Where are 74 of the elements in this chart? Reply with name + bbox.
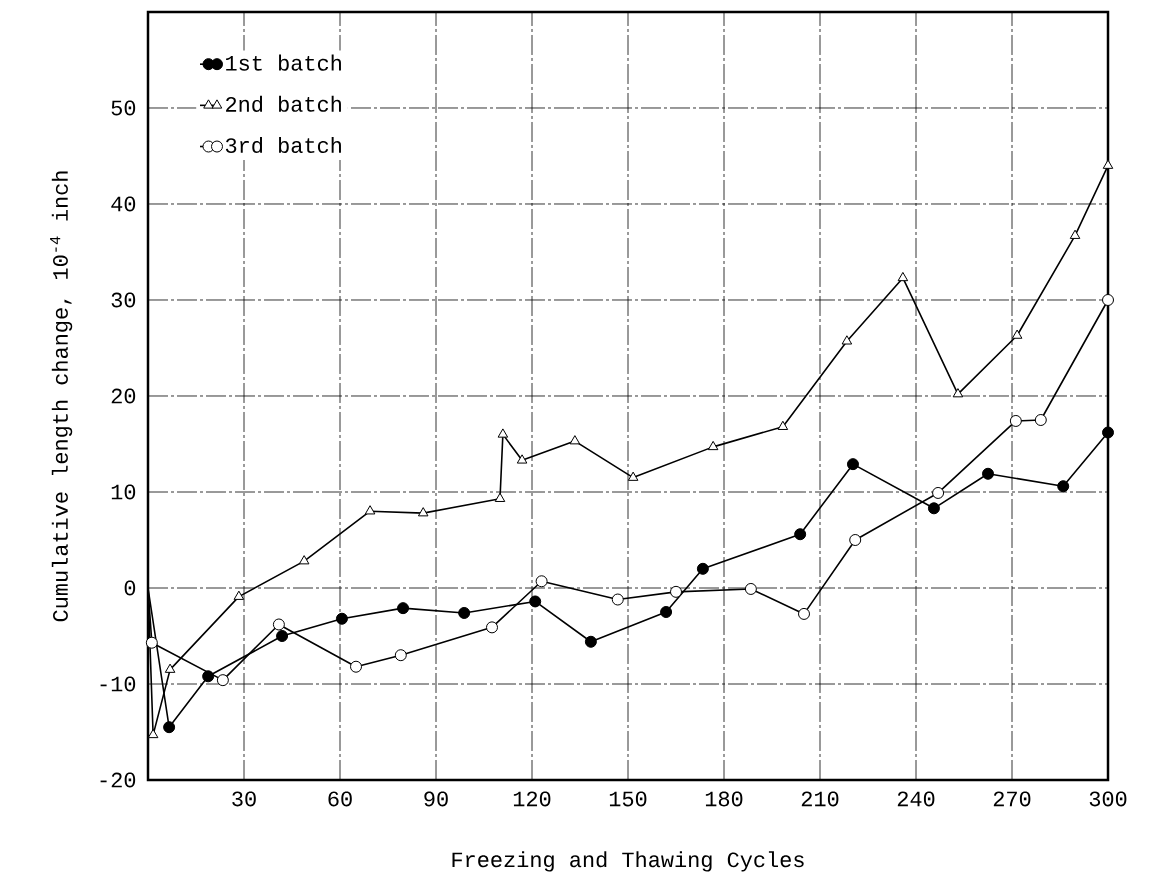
point [216, 674, 229, 687]
x-axis-title: Freezing and Thawing Cycles [452, 851, 804, 872]
point [272, 618, 285, 631]
point [535, 575, 548, 588]
point [1034, 414, 1047, 426]
point [569, 435, 581, 445]
y-tick-label: 20 [111, 388, 136, 404]
point [707, 440, 719, 451]
point [494, 492, 506, 502]
point [145, 636, 158, 649]
point [147, 728, 159, 739]
x-tick-label: 120 [513, 791, 551, 807]
point [611, 593, 624, 606]
x-tick-label: 90 [424, 791, 448, 807]
point [202, 670, 215, 683]
point [276, 630, 289, 642]
x-tick-label: 210 [801, 791, 839, 807]
y-axis-title: Cumulative length change, 10$^{-4}$ inch [50, 171, 73, 622]
x-tick-label: 240 [897, 791, 935, 807]
point [233, 590, 245, 600]
point [584, 635, 597, 648]
point [335, 612, 348, 625]
point [627, 471, 639, 481]
legend-label: 1st batch [226, 54, 341, 71]
point [458, 606, 471, 619]
point [849, 534, 862, 546]
point [670, 585, 682, 598]
x-tick-label: 180 [705, 791, 743, 807]
x-tick-label: 30 [232, 791, 256, 807]
legend-label: 2nd batch [226, 95, 341, 112]
point [163, 721, 176, 734]
point [927, 502, 940, 515]
point [846, 458, 859, 471]
point [164, 663, 176, 673]
point [744, 582, 757, 595]
point [777, 420, 789, 430]
point [952, 388, 964, 398]
y-tick-label: 40 [111, 196, 136, 212]
point [350, 660, 362, 673]
point [417, 507, 429, 517]
point [497, 428, 509, 438]
point [1009, 414, 1022, 427]
point [298, 555, 310, 565]
point [932, 486, 945, 499]
point [841, 335, 853, 345]
point [696, 562, 709, 575]
point [1057, 480, 1070, 493]
point [1102, 159, 1114, 169]
y-tick-label: 50 [111, 100, 136, 116]
point [1102, 294, 1115, 306]
x-tick-label: 60 [328, 791, 352, 807]
y-tick-label: 10 [111, 484, 136, 500]
point [486, 621, 498, 634]
point [397, 602, 410, 615]
x-tick-label: 300 [1089, 791, 1127, 807]
point [798, 607, 811, 620]
point [394, 649, 407, 662]
point [982, 467, 995, 480]
y-tick-label: 30 [111, 292, 136, 308]
point [897, 271, 909, 282]
x-tick-label: 150 [609, 791, 647, 807]
point [1011, 329, 1023, 339]
point [794, 528, 807, 541]
legend-label: 3rd batch [225, 136, 341, 154]
y-tick-label: -10 [100, 676, 136, 692]
y-tick-label: -20 [100, 772, 136, 788]
point [1069, 229, 1081, 239]
point [660, 606, 673, 618]
point [529, 595, 542, 608]
point [364, 505, 376, 515]
point [516, 454, 528, 464]
x-tick-label: 270 [993, 791, 1031, 807]
point [1102, 426, 1115, 439]
y-tick-label: 0 [124, 580, 136, 596]
